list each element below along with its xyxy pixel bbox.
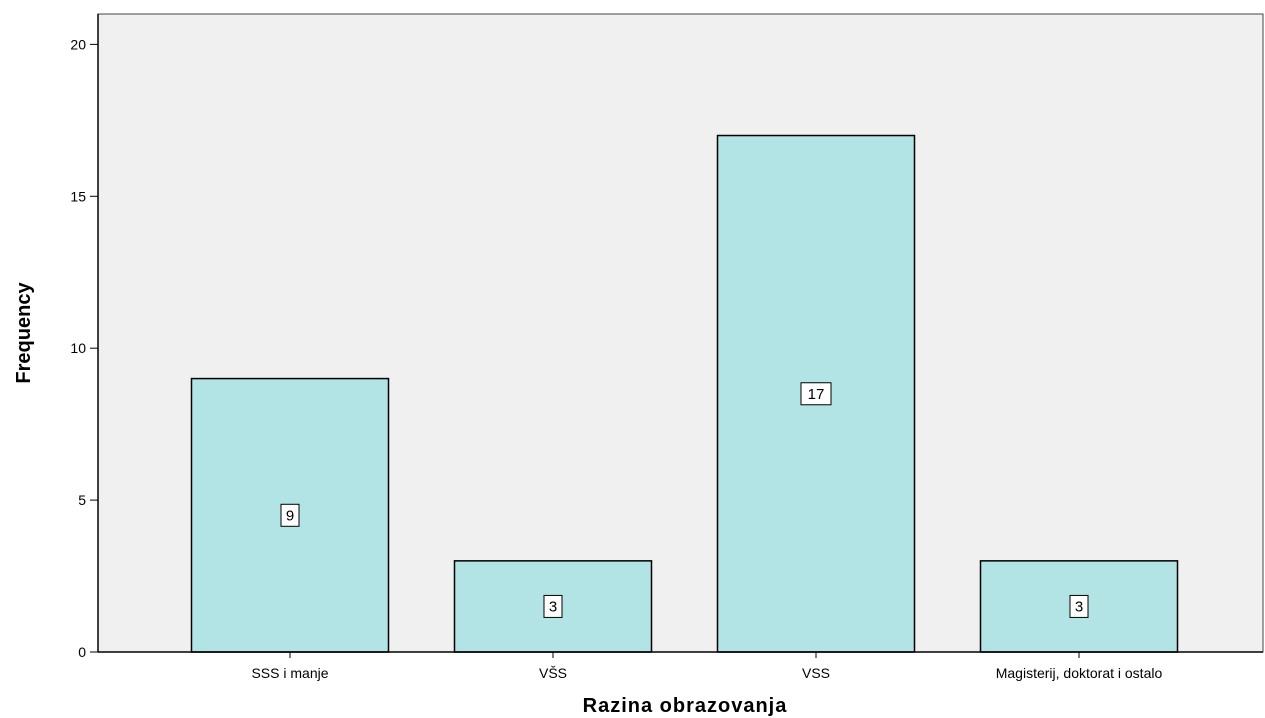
y-tick-label: 0	[78, 644, 86, 660]
bars-layer: 9 3 17 3	[190, 134, 1179, 653]
x-tick-label: Magisterij, doktorat i ostalo	[996, 665, 1163, 681]
data-label: 3	[1075, 598, 1083, 615]
data-label: 9	[286, 507, 294, 524]
data-label-box	[800, 382, 832, 406]
y-tick-label: 5	[78, 492, 86, 508]
x-tick-label: VŠS	[539, 665, 567, 681]
data-label-box	[543, 594, 563, 618]
data-label: 17	[808, 386, 825, 403]
data-label-box	[1069, 594, 1089, 618]
data-label-box	[280, 503, 300, 527]
y-axis-title: Frequency	[13, 282, 35, 384]
x-tick-label: VSS	[802, 665, 830, 681]
y-tick-label: 10	[70, 340, 86, 356]
data-label: 3	[549, 598, 557, 615]
y-tick-label: 20	[70, 36, 86, 52]
x-axis-title: Razina obrazovanja	[583, 695, 788, 717]
y-tick-label: 15	[70, 188, 86, 204]
axes-layer: SSS i manje VŠS VSS Magisterij, doktorat i …	[70, 14, 1263, 681]
x-tick-label: SSS i manje	[251, 665, 328, 681]
